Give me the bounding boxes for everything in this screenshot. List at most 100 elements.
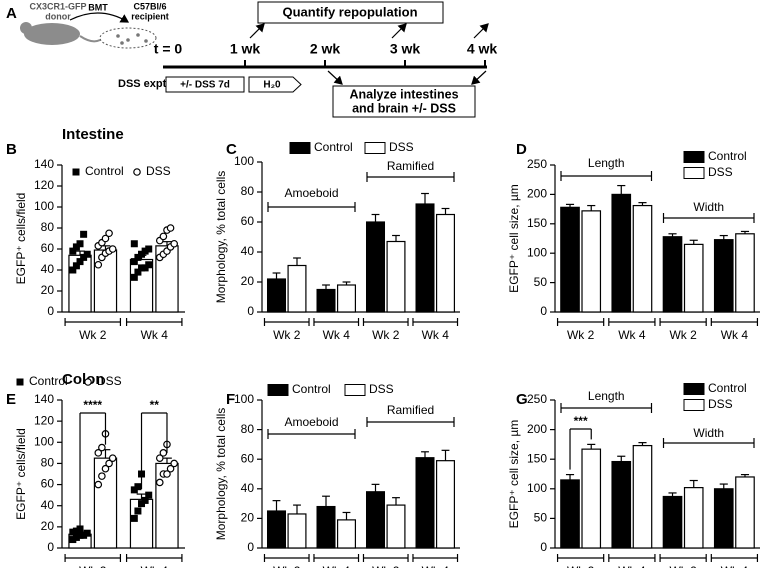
x-tick-label: Wk 2 bbox=[79, 328, 107, 342]
y-tick-label: 20 bbox=[41, 283, 55, 297]
y-tick-label: 150 bbox=[527, 451, 547, 465]
x-tick-label: Wk 4 bbox=[141, 328, 169, 342]
data-point bbox=[101, 464, 110, 473]
y-tick-label: 140 bbox=[34, 392, 54, 406]
bar bbox=[735, 476, 755, 549]
x-tick-label: Wk 4 bbox=[721, 328, 749, 342]
x-tick-label: Wk 4 bbox=[618, 328, 646, 342]
legend-label: Control bbox=[708, 381, 747, 395]
y-tick-label: 0 bbox=[540, 304, 547, 318]
x-tick-label: Wk 4 bbox=[618, 564, 646, 568]
legend-label: DSS bbox=[369, 382, 394, 396]
y-tick-label: 20 bbox=[241, 274, 255, 288]
x-tick-label: Wk 2 bbox=[372, 328, 400, 342]
x-tick-label: Wk 4 bbox=[721, 564, 749, 568]
dss-box bbox=[165, 76, 245, 93]
y-tick-label: 100 bbox=[527, 245, 547, 259]
y-tick-label: 0 bbox=[247, 540, 254, 554]
group-label: Ramified bbox=[387, 403, 434, 417]
y-tick-label: 60 bbox=[241, 451, 255, 465]
group-label: Length bbox=[588, 389, 625, 403]
significance-label: *** bbox=[574, 414, 588, 428]
x-tick-label: Wk 4 bbox=[422, 564, 450, 568]
dss-label: DSS expts bbox=[118, 78, 172, 90]
y-axis-label: Morphology, % total cells bbox=[214, 171, 228, 304]
y-tick-label: 250 bbox=[527, 392, 547, 406]
bar bbox=[435, 213, 456, 313]
bar bbox=[415, 203, 435, 313]
bar bbox=[435, 460, 456, 549]
data-point bbox=[170, 459, 178, 468]
data-point bbox=[69, 247, 77, 255]
timeline-label: t = 0 bbox=[154, 41, 183, 57]
significance-label: ** bbox=[150, 398, 160, 412]
data-point bbox=[83, 529, 91, 537]
analyze-box bbox=[332, 85, 476, 118]
y-tick-label: 0 bbox=[47, 304, 54, 318]
y-tick-label: 60 bbox=[241, 214, 255, 228]
x-tick-label: Wk 4 bbox=[141, 564, 169, 568]
panel-letter: A bbox=[6, 5, 17, 22]
bar bbox=[365, 221, 386, 313]
transfer-arrow bbox=[69, 12, 130, 23]
y-tick-label: 0 bbox=[540, 540, 547, 554]
x-tick-label: Wk 4 bbox=[323, 564, 351, 568]
bar bbox=[386, 504, 406, 549]
y-tick-label: 0 bbox=[247, 304, 254, 318]
bar bbox=[287, 264, 307, 313]
legend-swatch bbox=[344, 384, 366, 396]
data-point bbox=[98, 443, 106, 452]
dss-treatment: +/- DSS 7d bbox=[180, 80, 230, 91]
data-point bbox=[76, 258, 84, 266]
y-tick-label: 20 bbox=[41, 519, 55, 533]
y-axis-label: EGFP⁺ cell size, µm bbox=[507, 420, 521, 529]
data-point bbox=[76, 240, 84, 248]
y-tick-label: 100 bbox=[234, 154, 254, 168]
bar bbox=[316, 288, 336, 313]
data-point bbox=[145, 491, 153, 499]
data-point bbox=[83, 250, 91, 258]
y-tick-label: 60 bbox=[41, 477, 55, 491]
legend-label: DSS bbox=[146, 164, 171, 178]
x-tick-label: Wk 2 bbox=[273, 564, 301, 568]
panel-letter: G bbox=[516, 391, 528, 408]
x-tick-label: Wk 2 bbox=[273, 328, 301, 342]
x-tick-label: Wk 2 bbox=[669, 328, 697, 342]
group-label: Amoeboid bbox=[284, 186, 338, 200]
data-point bbox=[69, 266, 77, 274]
data-point bbox=[170, 239, 178, 248]
data-point bbox=[159, 449, 168, 457]
legend-swatch bbox=[683, 383, 705, 395]
timeline-label: 4 wk bbox=[467, 41, 498, 57]
panel-letter: E bbox=[6, 391, 16, 408]
group-label: Width bbox=[693, 426, 724, 440]
legend-swatch bbox=[267, 384, 289, 396]
panel-letter: F bbox=[226, 391, 235, 408]
timeline-ticks bbox=[244, 60, 486, 67]
data-point bbox=[155, 454, 164, 462]
y-tick-label: 80 bbox=[241, 184, 255, 198]
bar bbox=[662, 495, 683, 549]
bar bbox=[93, 249, 118, 313]
y-tick-label: 80 bbox=[241, 422, 255, 436]
group-label: Length bbox=[588, 156, 625, 170]
data-point bbox=[101, 234, 110, 243]
y-tick-label: 50 bbox=[534, 511, 548, 525]
data-point bbox=[72, 262, 80, 270]
y-tick-label: 100 bbox=[34, 199, 54, 213]
y-tick-label: 80 bbox=[41, 220, 55, 234]
data-point bbox=[166, 464, 175, 473]
y-tick-label: 0 bbox=[47, 540, 54, 554]
bar bbox=[386, 240, 406, 313]
data-point bbox=[159, 232, 168, 241]
x-tick-label: Wk 2 bbox=[567, 328, 595, 342]
timeline-label: 3 wk bbox=[390, 41, 421, 57]
data-point bbox=[134, 507, 142, 515]
legend-label: Control bbox=[292, 382, 331, 396]
y-tick-label: 150 bbox=[527, 216, 547, 230]
donor-mouse bbox=[20, 22, 101, 45]
bar bbox=[336, 284, 357, 313]
legend-swatch bbox=[289, 142, 311, 154]
y-axis-label: EGFP⁺ cells/field bbox=[14, 193, 28, 285]
